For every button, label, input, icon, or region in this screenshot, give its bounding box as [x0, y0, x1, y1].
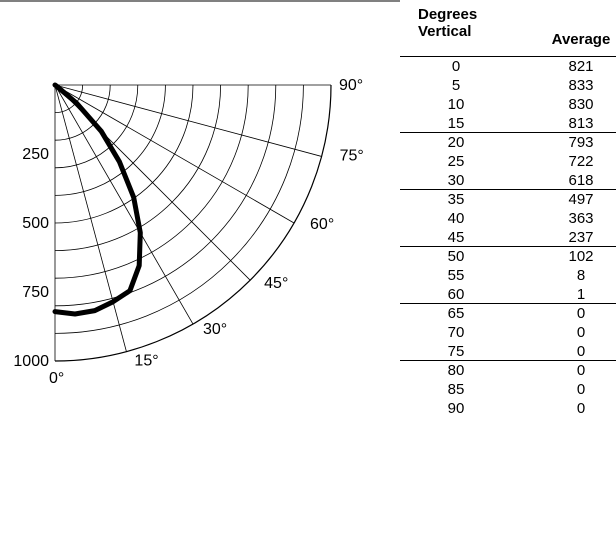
angle-label: 75° [340, 147, 364, 164]
cell-degrees: 5 [451, 77, 461, 94]
cell-average: 793 [568, 134, 594, 151]
cell-degrees: 50 [447, 248, 465, 265]
cell-degrees: 10 [447, 96, 465, 113]
table-row: 45 237 [400, 228, 616, 247]
angle-label: 90° [339, 77, 363, 94]
table-row: 65 0 [400, 304, 616, 323]
cell-degrees: 20 [447, 134, 465, 151]
cell-degrees: 70 [447, 324, 465, 341]
cell-average: 102 [568, 248, 594, 265]
table-row: 5 833 [400, 76, 616, 95]
cell-average: 237 [568, 229, 594, 246]
cell-degrees: 75 [447, 343, 465, 360]
table-row: 25 722 [400, 152, 616, 171]
radial-tick-labels: 250 500 750 1000 [13, 146, 49, 370]
table-row: 0 821 [400, 57, 616, 76]
table-row: 20 793 [400, 133, 616, 152]
cell-average: 0 [576, 400, 586, 417]
angle-label: 60° [310, 216, 334, 233]
table-row: 55 8 [400, 266, 616, 285]
angle-label: 45° [264, 275, 288, 292]
table-row: 90 0 [400, 399, 616, 418]
angle-label: 0° [49, 370, 64, 387]
cell-average: 722 [568, 153, 594, 170]
grid-spoke [54, 84, 194, 325]
polar-grid [54, 84, 332, 362]
table-row: 70 0 [400, 323, 616, 342]
cell-degrees: 65 [447, 305, 465, 322]
cell-average: 1 [576, 286, 586, 303]
cell-average: 833 [568, 77, 594, 94]
cell-average: 821 [568, 58, 594, 75]
radial-tick-label: 500 [22, 215, 49, 232]
radial-tick-label: 750 [22, 284, 49, 301]
table-header: Degrees Vertical Average [400, 0, 616, 57]
cell-degrees: 90 [447, 400, 465, 417]
table-row: 80 0 [400, 361, 616, 380]
table-row: 40 363 [400, 209, 616, 228]
cell-degrees: 85 [447, 381, 465, 398]
cell-average: 618 [568, 172, 594, 189]
table-row: 15 813 [400, 114, 616, 133]
grid-spoke [54, 84, 322, 157]
intensity-table: Degrees Vertical Average 0 821 5 833 10 830 15… [400, 0, 616, 418]
cell-average: 830 [568, 96, 594, 113]
angle-label: 30° [203, 321, 227, 338]
radial-tick-label: 250 [22, 146, 49, 163]
grid-spoke [54, 84, 295, 224]
cell-degrees: 45 [447, 229, 465, 246]
table-row: 75 0 [400, 342, 616, 361]
cell-average: 363 [568, 210, 594, 227]
table-row: 10 830 [400, 95, 616, 114]
cell-average: 0 [576, 324, 586, 341]
header-degrees-line1: Degrees [418, 6, 478, 23]
cell-degrees: 25 [447, 153, 465, 170]
table-row: 30 618 [400, 171, 616, 190]
cell-degrees: 15 [447, 115, 465, 132]
table-row: 85 0 [400, 380, 616, 399]
cell-average: 8 [576, 267, 586, 284]
header-degrees-line2: Vertical [418, 23, 472, 40]
cell-average: 813 [568, 115, 594, 132]
cell-average: 497 [568, 191, 594, 208]
table-row: 50 102 [400, 247, 616, 266]
cell-degrees: 40 [447, 210, 465, 227]
header-average: Average [551, 31, 611, 48]
table-row: 35 497 [400, 190, 616, 209]
cell-average: 0 [576, 343, 586, 360]
grid-spoke [54, 84, 127, 352]
cell-degrees: 0 [451, 58, 461, 75]
angle-labels: 0° 15° 30° 45° 60° 75° 90° [49, 77, 364, 387]
header-degrees-vertical: Degrees Vertical [418, 6, 477, 40]
cell-degrees: 35 [447, 191, 465, 208]
cell-degrees: 30 [447, 172, 465, 189]
cell-degrees: 60 [447, 286, 465, 303]
cell-average: 0 [576, 381, 586, 398]
table-body: 0 821 5 833 10 830 15 813 20 793 25 722 30 618 35 497 40… [400, 57, 616, 418]
radial-tick-label: 1000 [13, 353, 49, 370]
cell-degrees: 80 [447, 362, 465, 379]
cell-average: 0 [576, 362, 586, 379]
table-row: 60 1 [400, 285, 616, 304]
cell-degrees: 55 [447, 267, 465, 284]
cell-average: 0 [576, 305, 586, 322]
intensity-curve [52, 82, 143, 317]
angle-label: 15° [134, 353, 158, 370]
